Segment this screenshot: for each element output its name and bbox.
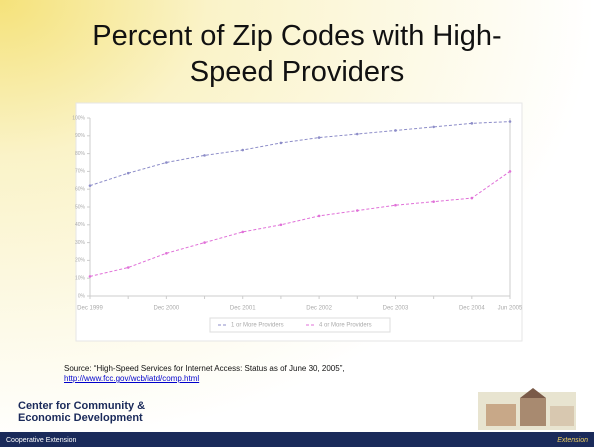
y-tick-label: 10% xyxy=(75,276,86,282)
y-tick-label: 80% xyxy=(75,151,86,157)
data-point xyxy=(432,125,435,129)
data-point xyxy=(317,136,321,139)
data-point xyxy=(394,203,397,207)
data-point xyxy=(394,129,397,132)
footer-text: Cooperative Extension xyxy=(6,437,77,444)
y-tick-label: 90% xyxy=(75,133,86,139)
logo-text: Economic Development xyxy=(18,412,143,424)
data-point xyxy=(241,230,245,234)
x-tick-label: Dec 1999 xyxy=(77,306,103,312)
data-point xyxy=(508,120,512,123)
data-point xyxy=(165,161,168,164)
legend-label: 4 or More Providers xyxy=(319,323,372,329)
data-point xyxy=(165,251,168,255)
y-tick-label: 40% xyxy=(75,222,86,228)
footer-text: Extension xyxy=(557,437,588,444)
legend-label: 1 or More Providers xyxy=(231,323,284,329)
chart-frame xyxy=(75,102,523,342)
series-line xyxy=(89,170,511,277)
source-link[interactable]: http://www.fcc.gov/wcb/iatd/comp.html xyxy=(64,374,200,383)
y-tick-label: 30% xyxy=(75,240,86,246)
data-point xyxy=(470,196,474,200)
logo-text: Center for Community & xyxy=(18,400,145,412)
data-point xyxy=(241,148,245,152)
y-tick-label: 60% xyxy=(75,187,86,193)
x-tick-label: Dec 2002 xyxy=(306,306,332,312)
x-tick-label: Dec 2003 xyxy=(383,306,409,312)
data-point xyxy=(355,209,359,212)
footer-bar xyxy=(0,432,594,447)
source-note: Source: “High-Speed Services for Interne… xyxy=(64,364,424,384)
data-point xyxy=(470,122,474,125)
data-point xyxy=(279,223,283,227)
slide-title: Percent of Zip Codes with High-Speed Pro… xyxy=(92,20,502,88)
source-text: Source: “High-Speed Services for Interne… xyxy=(64,364,345,373)
x-tick-label: Dec 2000 xyxy=(154,306,180,312)
data-point xyxy=(355,132,359,136)
series-line xyxy=(89,121,511,187)
chart: 0% 10% 20% 30% 40% 50% 60% 70% 80% 90% 100% Dec 199… xyxy=(72,115,523,333)
y-tick-label: 50% xyxy=(75,204,86,210)
y-tick-label: 0% xyxy=(78,293,86,299)
y-tick-label: 100% xyxy=(72,115,85,121)
data-point xyxy=(88,184,92,187)
x-tick-label: Jun 2005 xyxy=(498,306,523,312)
x-tick-label: Dec 2004 xyxy=(459,306,485,312)
data-point xyxy=(279,141,283,145)
data-point xyxy=(508,170,512,173)
data-point xyxy=(126,171,130,175)
y-tick-label: 70% xyxy=(75,169,86,175)
building-image xyxy=(478,388,576,430)
data-point xyxy=(203,154,206,157)
data-point xyxy=(126,266,130,269)
data-point xyxy=(317,214,321,218)
x-tick-label: Dec 2001 xyxy=(230,306,256,312)
data-point xyxy=(203,241,206,244)
data-point xyxy=(432,200,435,203)
y-tick-label: 20% xyxy=(75,258,86,264)
data-point xyxy=(88,275,92,278)
legend-box xyxy=(209,317,391,333)
